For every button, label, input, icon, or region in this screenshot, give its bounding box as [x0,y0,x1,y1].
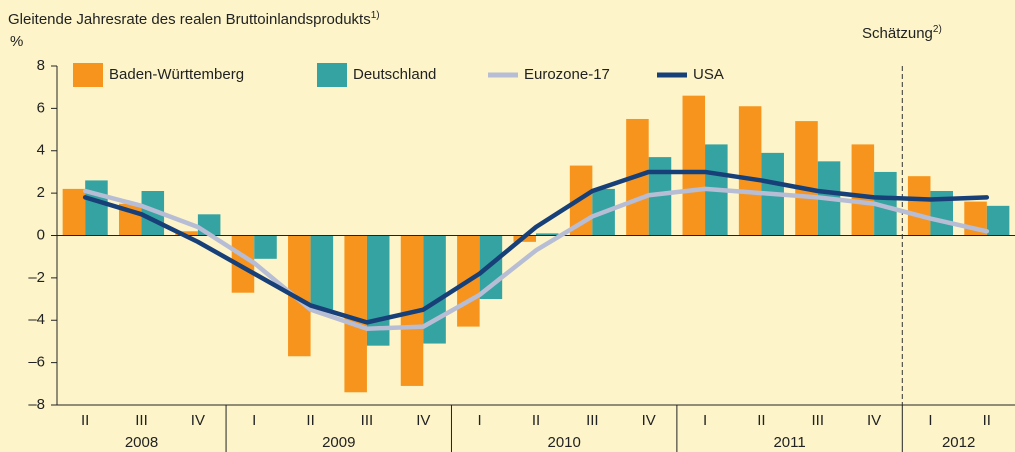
x-tick-label: IV [642,412,656,429]
bar [851,144,875,236]
bar [254,235,277,259]
title-text: Gleitende Jahresrate des realen Bruttoin… [8,11,371,28]
y-tick-label: 2 [37,184,45,201]
x-tick-label: IV [416,412,430,429]
bar [795,121,818,236]
line [82,169,990,325]
x-tick-label: I [703,412,707,429]
legend-label: Eurozone-17 [524,66,610,83]
y-tick-label: –4 [28,311,45,328]
bar [62,188,86,236]
x-tick-label: IV [191,412,205,429]
year-label: 2012 [942,434,975,451]
bar [738,106,762,236]
bar [423,235,446,344]
year-label: 2009 [322,434,355,451]
x-tick-label: II [532,412,540,429]
y-tick-label: 6 [37,99,45,116]
y-tick-label: 8 [37,57,45,74]
x-tick-label: III [135,412,148,429]
title-note: 1) [371,10,380,21]
bar [536,233,559,236]
annotation: Schätzung2) [862,24,942,42]
legend-label: Baden-Württemberg [109,66,244,83]
bar [175,231,198,236]
line [82,186,990,331]
x-tick-label: I [252,412,256,429]
bar [648,157,672,236]
bar [288,235,311,357]
x-tick-label: II [306,412,314,429]
x-tick-label: III [586,412,599,429]
x-tick-label: III [812,412,825,429]
y-tick-label: –8 [28,396,45,413]
bar [986,205,1010,236]
legend-swatch [317,63,347,87]
annotation-text: Schätzung [862,25,933,42]
y-axis-label: % [10,33,23,50]
year-label: 2010 [547,434,580,451]
x-tick-label: II [81,412,89,429]
bar [85,180,108,236]
legend-swatch [73,63,103,87]
year-label: 2008 [125,434,158,451]
bar [907,176,931,236]
y-tick-label: –2 [28,269,45,286]
year-label: 2011 [773,434,805,451]
y-tick-label: 4 [37,142,45,159]
chart-title: Gleitende Jahresrate des realen Bruttoin… [8,10,380,28]
legend-label: Deutschland [353,66,436,83]
x-tick-label: II [983,412,991,429]
x-tick-label: I [928,412,932,429]
bar [310,235,334,310]
bar [874,171,897,236]
y-tick-label: –6 [28,354,45,371]
legend-label: USA [693,66,724,83]
x-tick-label: II [757,412,765,429]
bar [682,95,706,236]
x-tick-label: IV [867,412,881,429]
x-tick-label: I [478,412,482,429]
bar [344,235,367,393]
x-tick-label: III [361,412,374,429]
y-tick-label: 0 [37,226,45,243]
annotation-note: 2) [933,24,942,35]
